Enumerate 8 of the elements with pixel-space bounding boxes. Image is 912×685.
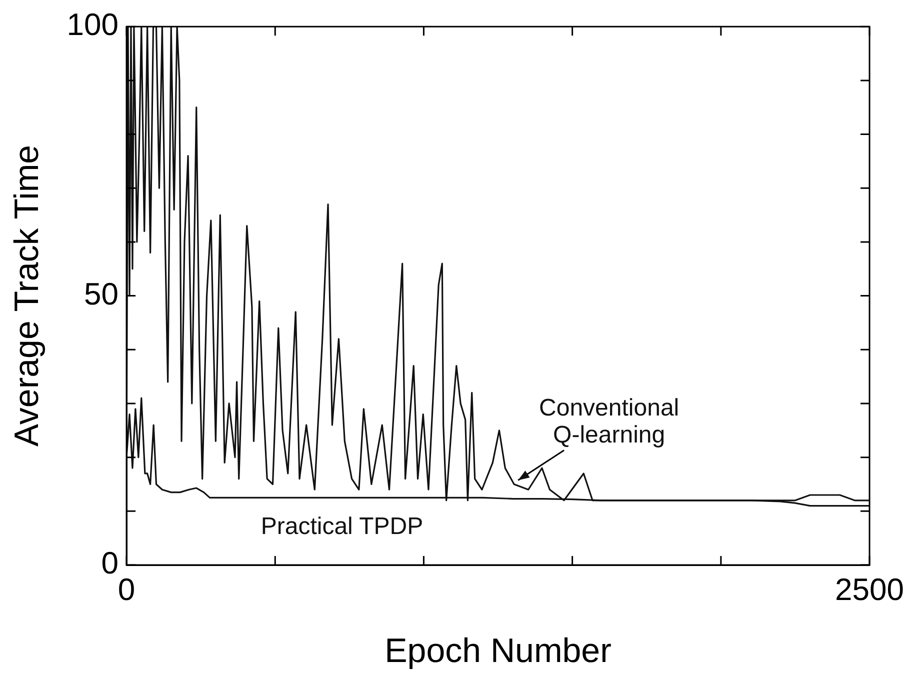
y-axis-title: Average Track Time [8,144,46,447]
series-label: Practical TPDP [260,512,424,540]
series-label: Conventional Q-learning [539,394,680,448]
y-tick-label: 0 [101,546,119,581]
x-axis-title: Epoch Number [384,632,612,670]
y-tick-label: 100 [66,7,119,42]
y-tick-label: 50 [84,276,119,312]
x-tick-label: 2500 [835,572,904,608]
